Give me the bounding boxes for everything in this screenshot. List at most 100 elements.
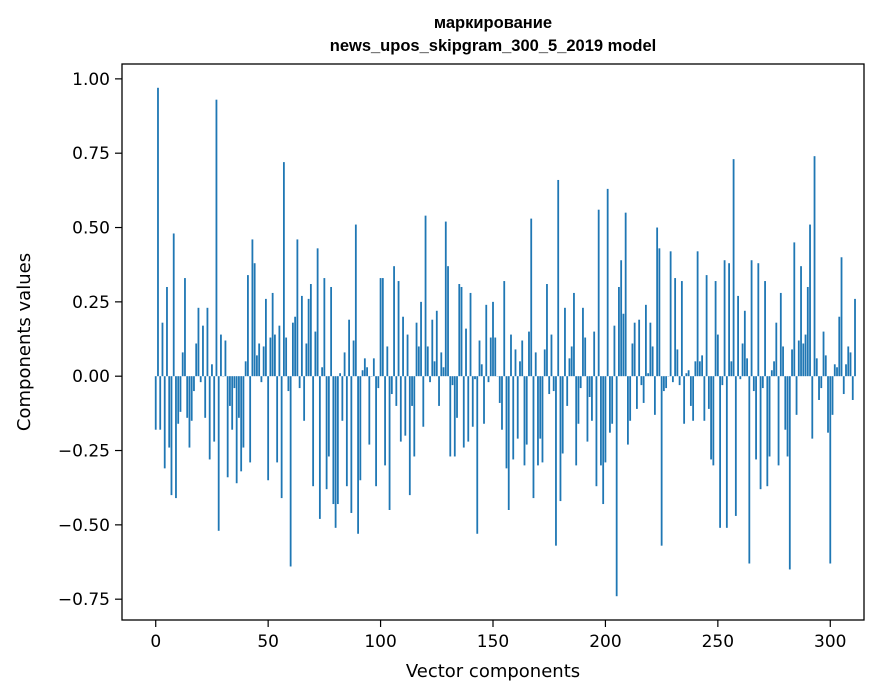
bar bbox=[822, 331, 825, 377]
bar bbox=[836, 367, 838, 377]
bar bbox=[240, 376, 243, 472]
x-tick-label: 200 bbox=[589, 632, 621, 652]
bar bbox=[368, 376, 371, 445]
bar bbox=[285, 337, 288, 377]
bar bbox=[768, 376, 771, 457]
bar bbox=[298, 376, 301, 389]
bar bbox=[705, 275, 708, 377]
bar bbox=[701, 355, 704, 377]
bar bbox=[548, 376, 551, 395]
x-tick-label: 150 bbox=[477, 632, 509, 652]
bar bbox=[669, 251, 672, 377]
bar bbox=[638, 319, 641, 377]
bar bbox=[534, 352, 537, 377]
bar bbox=[375, 376, 377, 487]
bar bbox=[550, 334, 553, 377]
bar bbox=[440, 352, 443, 377]
bar bbox=[325, 376, 328, 490]
bar bbox=[782, 346, 784, 377]
bar bbox=[739, 376, 742, 380]
bar bbox=[674, 278, 677, 377]
bar bbox=[460, 286, 463, 377]
bar bbox=[793, 242, 796, 377]
bar bbox=[211, 364, 213, 377]
bar bbox=[474, 376, 476, 380]
bar bbox=[606, 188, 609, 377]
bar bbox=[379, 278, 382, 377]
bar bbox=[258, 343, 261, 377]
bar bbox=[552, 376, 555, 392]
bar bbox=[530, 218, 533, 377]
bar bbox=[300, 295, 303, 377]
x-tick-label: 100 bbox=[364, 632, 396, 652]
bar bbox=[197, 307, 200, 377]
bar bbox=[393, 266, 395, 377]
bar bbox=[366, 367, 368, 377]
bar bbox=[566, 376, 569, 406]
bar bbox=[627, 376, 629, 445]
bar bbox=[579, 376, 582, 389]
bar bbox=[181, 352, 184, 377]
bar bbox=[456, 376, 458, 418]
bar bbox=[186, 376, 189, 418]
bar bbox=[314, 331, 317, 377]
bar bbox=[453, 376, 456, 457]
bar bbox=[170, 376, 173, 496]
bar bbox=[532, 376, 535, 499]
y-tick-label: 0.00 bbox=[72, 367, 110, 387]
bar bbox=[559, 376, 562, 502]
bar bbox=[665, 376, 668, 389]
bar bbox=[179, 376, 182, 412]
bar bbox=[242, 376, 245, 448]
bar bbox=[678, 376, 681, 386]
bar bbox=[723, 260, 726, 377]
bar bbox=[435, 310, 438, 377]
bar bbox=[555, 376, 557, 546]
bar bbox=[764, 281, 766, 377]
bar bbox=[642, 376, 645, 403]
bar bbox=[586, 376, 589, 442]
bar bbox=[815, 358, 818, 377]
bar bbox=[229, 376, 231, 406]
y-tick-label: −0.25 bbox=[58, 442, 110, 462]
bar bbox=[276, 376, 279, 463]
bar bbox=[262, 346, 265, 377]
x-tick-label: 50 bbox=[257, 632, 279, 652]
bar bbox=[577, 376, 580, 424]
bar bbox=[361, 370, 364, 377]
bar bbox=[854, 298, 856, 377]
bar bbox=[226, 376, 229, 478]
bar bbox=[757, 263, 760, 377]
bar bbox=[327, 376, 330, 457]
bar bbox=[289, 376, 292, 567]
bar bbox=[615, 376, 618, 597]
bar bbox=[833, 364, 836, 377]
bar bbox=[359, 376, 362, 481]
bar bbox=[651, 346, 654, 377]
bar bbox=[451, 376, 454, 386]
bar bbox=[611, 376, 614, 424]
y-tick-label: 0.75 bbox=[72, 144, 110, 164]
bar bbox=[363, 358, 366, 377]
bar bbox=[357, 376, 359, 534]
bar bbox=[752, 376, 755, 392]
bar bbox=[478, 340, 481, 377]
bar bbox=[593, 331, 596, 377]
bar bbox=[244, 361, 247, 377]
bar bbox=[274, 334, 276, 377]
bar bbox=[759, 376, 762, 490]
y-tick-label: −0.75 bbox=[58, 590, 110, 610]
bar bbox=[166, 286, 168, 377]
bar bbox=[734, 376, 737, 516]
bar bbox=[471, 376, 474, 427]
bar bbox=[725, 376, 728, 528]
bar bbox=[712, 376, 715, 466]
bar bbox=[429, 376, 431, 383]
bar bbox=[312, 376, 315, 487]
bar bbox=[417, 346, 420, 377]
bar bbox=[291, 322, 294, 377]
bar bbox=[442, 367, 445, 377]
bar bbox=[395, 376, 398, 406]
bar bbox=[806, 286, 809, 377]
bar bbox=[600, 376, 602, 466]
